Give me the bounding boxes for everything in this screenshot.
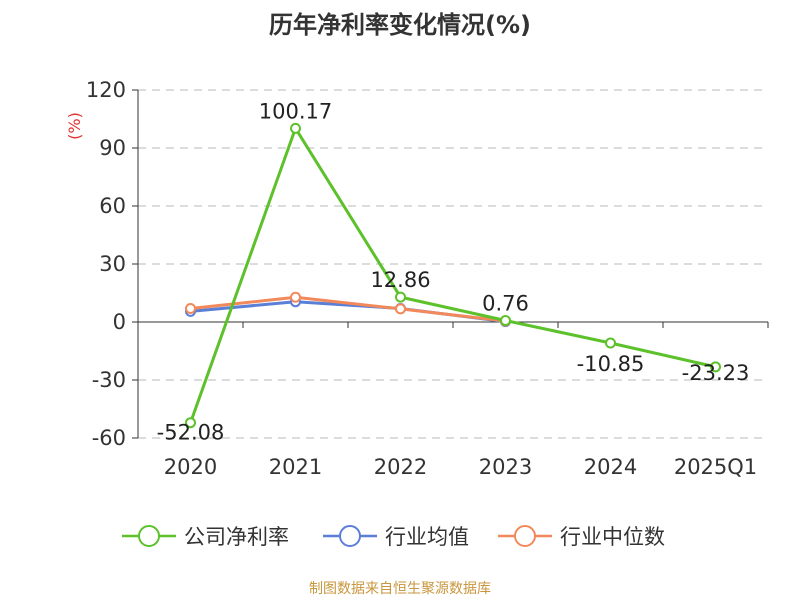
x-tick-label: 2020 bbox=[164, 455, 217, 479]
legend[interactable]: 公司净利率 行业均值 行业中位数 bbox=[122, 525, 665, 549]
x-tick-label: 2025Q1 bbox=[674, 455, 757, 479]
y-unit-label: (%) bbox=[65, 112, 84, 140]
legend-circle-marker bbox=[138, 525, 160, 547]
data-point bbox=[395, 303, 406, 315]
x-tick-label: 2024 bbox=[584, 455, 637, 479]
gridlines bbox=[138, 89, 768, 439]
y-tick-label: -60 bbox=[92, 426, 126, 450]
data-labels: -52.08 100.17 12.86 0.76 -10.85 -23.23 bbox=[157, 99, 750, 444]
legend-label: 行业中位数 bbox=[560, 525, 665, 549]
data-point bbox=[710, 361, 721, 373]
data-label: 0.76 bbox=[482, 292, 529, 316]
y-tick-label: 0 bbox=[113, 310, 126, 334]
series-line bbox=[189, 126, 716, 424]
legend-item[interactable]: 行业均值 bbox=[323, 525, 469, 549]
x-tick-label: 2022 bbox=[374, 455, 427, 479]
y-tick-labels: -60 -30 0 30 60 90 120 bbox=[86, 78, 126, 450]
data-label: 12.86 bbox=[370, 268, 430, 292]
series-line bbox=[190, 295, 506, 323]
legend-label: 公司净利率 bbox=[184, 525, 289, 549]
legend-circle-marker bbox=[339, 525, 361, 547]
data-point bbox=[290, 122, 301, 134]
x-tick-label: 2023 bbox=[479, 455, 532, 479]
data-point bbox=[185, 302, 196, 314]
chart-title: 历年净利率变化情况(%) bbox=[269, 11, 531, 39]
data-label: -10.85 bbox=[577, 352, 645, 376]
data-point bbox=[290, 291, 301, 303]
y-tick-label: 120 bbox=[86, 78, 126, 102]
data-point bbox=[185, 417, 196, 429]
y-tick-label: 60 bbox=[99, 194, 126, 218]
legend-label: 行业均值 bbox=[385, 525, 469, 549]
data-label: -23.23 bbox=[682, 361, 750, 385]
data-point bbox=[500, 315, 511, 327]
y-tick-label: 30 bbox=[99, 252, 126, 276]
legend-item[interactable]: 公司净利率 bbox=[122, 525, 289, 549]
data-label: -52.08 bbox=[157, 421, 225, 445]
x-tick-labels: 2020 2021 2022 2023 2024 2025Q1 bbox=[164, 455, 757, 479]
data-point bbox=[605, 337, 616, 349]
x-tick-label: 2021 bbox=[269, 455, 322, 479]
y-tick-label: 90 bbox=[99, 136, 126, 160]
legend-item[interactable]: 行业中位数 bbox=[498, 525, 665, 549]
data-point bbox=[395, 291, 406, 303]
series-lines bbox=[185, 122, 721, 429]
data-label: 100.17 bbox=[259, 99, 332, 123]
axes bbox=[132, 89, 769, 439]
legend-circle-marker bbox=[514, 525, 536, 547]
y-tick-label: -30 bbox=[92, 368, 126, 392]
source-note: 制图数据来自恒生聚源数据库 bbox=[309, 581, 491, 597]
